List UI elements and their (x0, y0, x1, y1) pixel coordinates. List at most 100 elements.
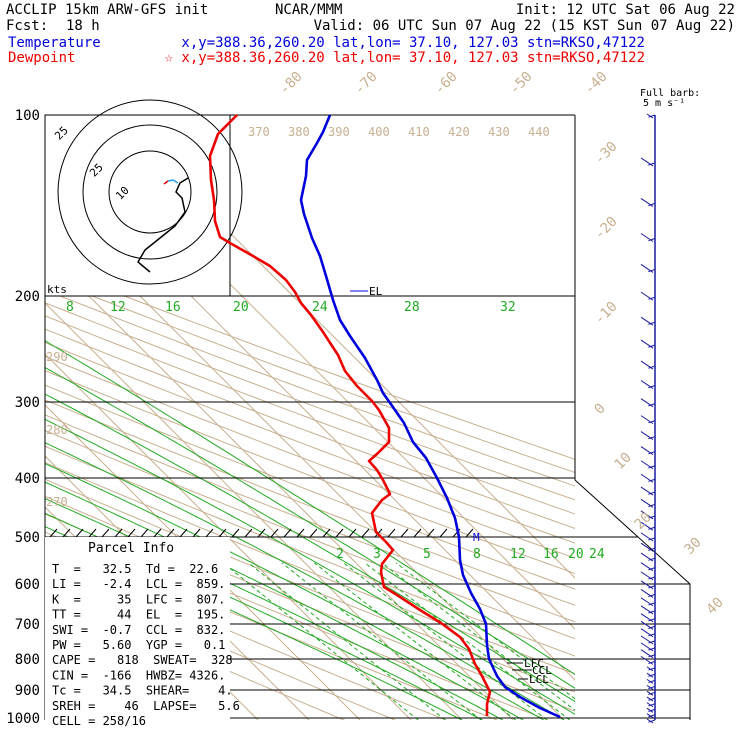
hatch-mark (192, 528, 201, 538)
wind-barb (646, 707, 656, 713)
mixing-ratio-line (222, 562, 419, 720)
dry-adiabat-line (45, 276, 575, 474)
theta-label: 440 (528, 125, 550, 139)
wind-barb (640, 398, 656, 408)
wind-barb-staff (648, 436, 656, 440)
wind-barb (640, 431, 656, 440)
wind-barb (640, 473, 656, 483)
isotherm-label: 0 (592, 401, 609, 418)
pressure-tick-label: 300 (15, 395, 40, 411)
parcel-info-row: CIN = -166 HWBZ= 4326. (52, 668, 225, 682)
hatch-mark (75, 528, 84, 538)
wind-barb-staff (648, 465, 656, 469)
hatch-mark (88, 528, 97, 538)
wind-barb-flag (640, 571, 654, 581)
wind-barb-half (646, 113, 654, 119)
isotherm-line (45, 302, 463, 720)
forecast-label: Fcst: (6, 18, 48, 34)
background-labels: -80 -70 -60 -50 -40 -30 -20 -10 0 10 20 30 40 370 380 3… (46, 69, 727, 618)
mixing-ratio-label: 3 (373, 547, 381, 562)
wind-barb (640, 197, 656, 207)
wind-barb (640, 613, 656, 623)
hatch-mark (114, 528, 123, 538)
isotherm-label: -40 (582, 69, 611, 98)
hatch-mark (140, 528, 149, 538)
hatch-mark (62, 528, 71, 538)
moist-adiabat-label: 20 (233, 300, 249, 315)
wind-barb-staff (648, 420, 656, 424)
wind-barb (640, 233, 656, 242)
theta-label: 410 (408, 125, 430, 139)
wind-barb-staff (648, 202, 656, 207)
wind-barb-staff (648, 557, 656, 561)
wind-barb-staff (648, 114, 656, 118)
wind-barb-staff (648, 667, 656, 671)
wind-barb-staff (648, 576, 656, 580)
hatch-mark (361, 528, 370, 538)
theta-label-left: 280 (46, 423, 68, 437)
wind-barb (640, 446, 656, 455)
wind-barb-flag (640, 197, 654, 207)
wind-barb-flag (640, 291, 654, 301)
wind-barb-staff (648, 268, 656, 273)
dry-adiabat-line (45, 414, 575, 623)
isotherm-label: 30 (682, 535, 705, 558)
theta-label: 430 (488, 125, 510, 139)
wind-barb (640, 521, 656, 531)
pressure-tick-label: 200 (15, 289, 40, 305)
wind-barb-staff (648, 691, 656, 695)
wind-barb-flag (640, 446, 654, 455)
wind-barb-flag (640, 521, 654, 531)
theta-label-left: 270 (46, 495, 68, 509)
isotherm-label: -70 (352, 69, 381, 98)
pressure-tick-label: 1000 (6, 711, 40, 727)
theta-label: 370 (248, 125, 270, 139)
wind-barb-half (646, 702, 654, 708)
hodograph-trace (137, 177, 189, 273)
wind-barb-flag (640, 510, 654, 520)
wind-barb (646, 113, 656, 119)
moist-adiabat-line (45, 340, 575, 676)
wind-barb-staff (648, 503, 656, 507)
moist-adiabat-line (45, 393, 575, 703)
wind-barb (646, 678, 656, 684)
parcel-info-row: TT = 44 EL = 195. (52, 608, 225, 622)
wind-barb-flag (640, 635, 654, 645)
frame-right-slant (574, 479, 691, 585)
chart-header: ACCLIP 15km ARW-GFS init Fcst: 18 h NCAR… (6, 2, 735, 66)
mixing-ratio-line (281, 562, 482, 720)
wind-barb-flag (640, 552, 654, 562)
hatch-mark (400, 528, 409, 538)
mixing-ratio-label: 8 (473, 547, 481, 562)
wind-barb-flag (640, 233, 654, 242)
wind-barb (646, 690, 656, 696)
wind-barb-staff (648, 593, 656, 598)
wind-barb-flag (640, 613, 654, 623)
wind-barb (640, 655, 656, 665)
wind-barb (646, 684, 656, 690)
dry-adiabat-line (45, 342, 575, 544)
wind-barb-flag (640, 588, 654, 598)
wind-barb-staff (648, 537, 656, 541)
wind-barb-staff (648, 625, 656, 629)
wind-barb-flag (640, 339, 654, 349)
wind-barb (640, 532, 656, 542)
wind-barb (646, 702, 656, 708)
wind-barb (640, 580, 656, 590)
mixing-ratio-label: 12 (510, 547, 526, 562)
wind-barb (640, 571, 656, 581)
wind-barb (646, 696, 656, 702)
pressure-tick-label: 600 (15, 577, 40, 593)
wind-barb (640, 605, 656, 615)
level-markers: EL M LFC CCL LCL (350, 285, 552, 686)
forecast-hour: 18 h (66, 18, 100, 34)
hodograph-trace-upper (167, 179, 179, 184)
wind-barb-flag (640, 398, 654, 408)
el-label: EL (369, 285, 383, 298)
wind-barb (646, 718, 656, 724)
wind-barb-staff (648, 703, 656, 707)
theta-label: 390 (328, 125, 350, 139)
parcel-info-row: SREH = 46 LAPSE= 5.6 (52, 699, 240, 713)
parcel-info-row: CELL = 258/16 (52, 714, 146, 728)
